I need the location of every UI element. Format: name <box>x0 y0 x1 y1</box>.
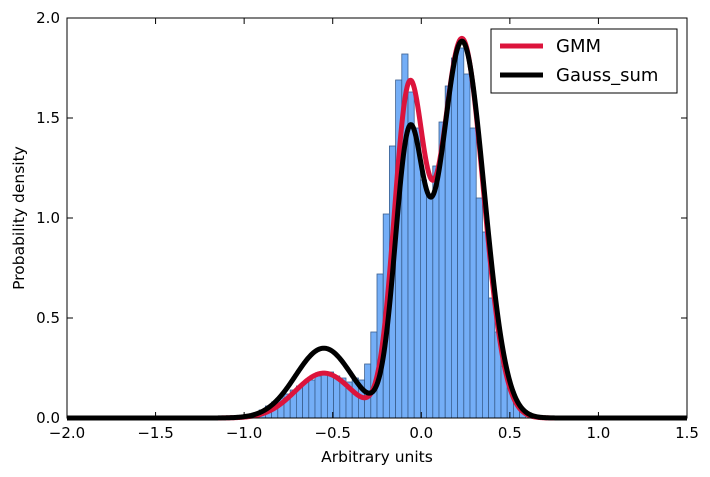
histogram-bar-11 <box>320 373 328 419</box>
histogram-bar-33 <box>457 47 465 419</box>
histogram-bar-34 <box>463 73 471 419</box>
legend-label-gmm: GMM <box>556 36 601 57</box>
histogram-bar-27 <box>419 179 427 419</box>
y-tick-label: 0.5 <box>36 309 60 327</box>
histogram-bar-25 <box>407 91 415 419</box>
x-tick-label: −1.5 <box>137 424 173 442</box>
x-tick-label: −1.0 <box>226 424 262 442</box>
histogram-bar-12 <box>326 371 334 419</box>
x-axis-label: Arbitrary units <box>321 448 433 466</box>
y-axis-label: Probability density <box>10 146 28 290</box>
x-tick-label: 1.0 <box>586 424 610 442</box>
legend-label-gauss-sum: Gauss_sum <box>556 65 658 86</box>
axis-ticks: −2.0 −1.5 −1.0 −0.5 0.0 0.5 1.0 1.5 0.0 0.5 1.0 1.5… <box>36 9 699 442</box>
x-tick-label: 0.0 <box>409 424 433 442</box>
histogram-bar-38 <box>488 297 496 419</box>
histogram-bar-8 <box>302 381 310 419</box>
y-tick-label: 1.0 <box>36 209 60 227</box>
histogram-bar-10 <box>314 375 322 419</box>
x-tick-label: 1.5 <box>675 424 699 442</box>
x-tick-label: −2.0 <box>49 424 85 442</box>
histogram-bar-9 <box>308 379 316 419</box>
histogram-bar-29 <box>432 165 440 419</box>
histogram-bars <box>252 47 527 419</box>
histogram-bar-32 <box>450 57 458 419</box>
y-tick-label: 1.5 <box>36 109 60 127</box>
histogram-bar-26 <box>413 127 421 419</box>
x-tick-label: 0.5 <box>498 424 522 442</box>
x-tick-label: −0.5 <box>314 424 350 442</box>
legend-box <box>490 28 678 94</box>
histogram-bar-13 <box>333 375 341 419</box>
legend: GMM Gauss_sum <box>490 28 678 94</box>
histogram-bar-28 <box>426 193 434 419</box>
y-tick-label: 2.0 <box>36 9 60 27</box>
histogram-bar-35 <box>469 127 477 419</box>
y-tick-label: 0.0 <box>36 409 60 427</box>
histogram-bar-36 <box>475 197 483 419</box>
